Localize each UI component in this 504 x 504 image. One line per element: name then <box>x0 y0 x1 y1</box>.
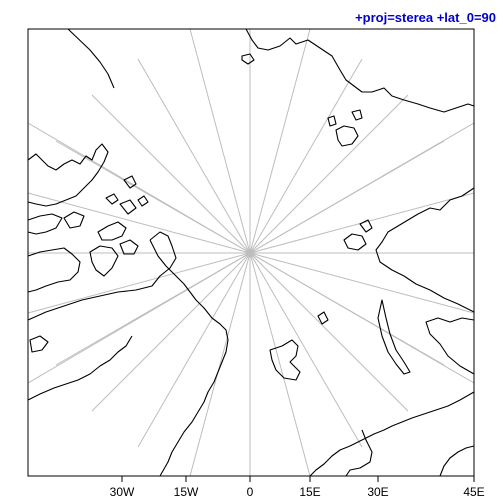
x-tick-label: 30E <box>367 485 388 499</box>
meridian-line <box>249 252 409 412</box>
island-svalbard <box>269 339 301 381</box>
meridian-line <box>27 252 251 384</box>
island-new-siberian-3 <box>351 109 363 121</box>
island-ellesmere <box>27 143 109 207</box>
coastline-greenland-east <box>149 239 229 477</box>
meridian-line <box>91 94 251 254</box>
x-tick-label: 30W <box>110 485 135 499</box>
island-canadian-1 <box>97 221 127 241</box>
x-tick-label: 15W <box>174 485 199 499</box>
island-severnaya-zemlya-2 <box>359 219 373 233</box>
coastline-kola <box>345 429 373 477</box>
coastlines <box>27 28 475 477</box>
x-axis <box>121 476 475 482</box>
coastline-russia-northwest <box>425 317 475 375</box>
coastline-greenland-north <box>67 28 115 89</box>
x-tick-label: 45E <box>463 485 484 499</box>
island-new-siberian-2 <box>327 115 337 127</box>
island-severnaya-zemlya <box>343 233 367 251</box>
meridian-line <box>249 122 475 254</box>
x-tick-label: 15E <box>299 485 320 499</box>
map-frame <box>27 28 475 477</box>
island-canadian-8 <box>123 175 137 189</box>
island-canadian-3 <box>119 239 139 255</box>
island-small <box>241 53 255 65</box>
meridian-line <box>249 252 475 384</box>
meridian-line <box>27 192 251 254</box>
island-canadian-5 <box>119 199 137 215</box>
island-canadian-2 <box>89 245 119 277</box>
island-franz-josef <box>317 311 329 325</box>
x-tick-label: 0 <box>247 485 254 499</box>
coastline-canada-mainland <box>27 335 133 401</box>
island-canadian-4 <box>63 211 85 229</box>
map-title: +proj=sterea +lat_0=90 <box>355 10 496 25</box>
coastline-scandinavia-2 <box>439 445 475 477</box>
island-new-siberian <box>335 125 359 147</box>
meridian-line <box>137 252 251 448</box>
meridian-line <box>249 252 311 477</box>
meridian-line <box>249 28 311 254</box>
meridian-line <box>249 252 475 314</box>
coastline-siberia-north <box>245 28 475 113</box>
island-devon <box>27 213 63 235</box>
island-canadian-6 <box>105 193 119 205</box>
meridian-line <box>189 252 251 477</box>
coastline-siberia-east <box>375 187 475 313</box>
meridian-line <box>249 252 363 448</box>
meridian-line <box>249 58 363 254</box>
island-canadian-9 <box>29 335 49 353</box>
graticule <box>27 28 475 477</box>
meridian-line <box>249 94 409 254</box>
meridian-line <box>27 122 251 254</box>
meridian-line <box>137 58 251 254</box>
coastline-scandinavia <box>309 391 475 477</box>
meridian-line <box>27 252 251 314</box>
island-baffin-coast <box>27 247 81 293</box>
x-tick-labels: 30W 15W 0 15E 30E 45E <box>110 485 485 499</box>
coastline-greenland-interior <box>27 231 177 321</box>
meridian-line <box>189 28 251 254</box>
island-novaya-zemlya <box>377 299 411 375</box>
meridian-line <box>91 252 251 412</box>
island-canadian-7 <box>137 195 149 207</box>
